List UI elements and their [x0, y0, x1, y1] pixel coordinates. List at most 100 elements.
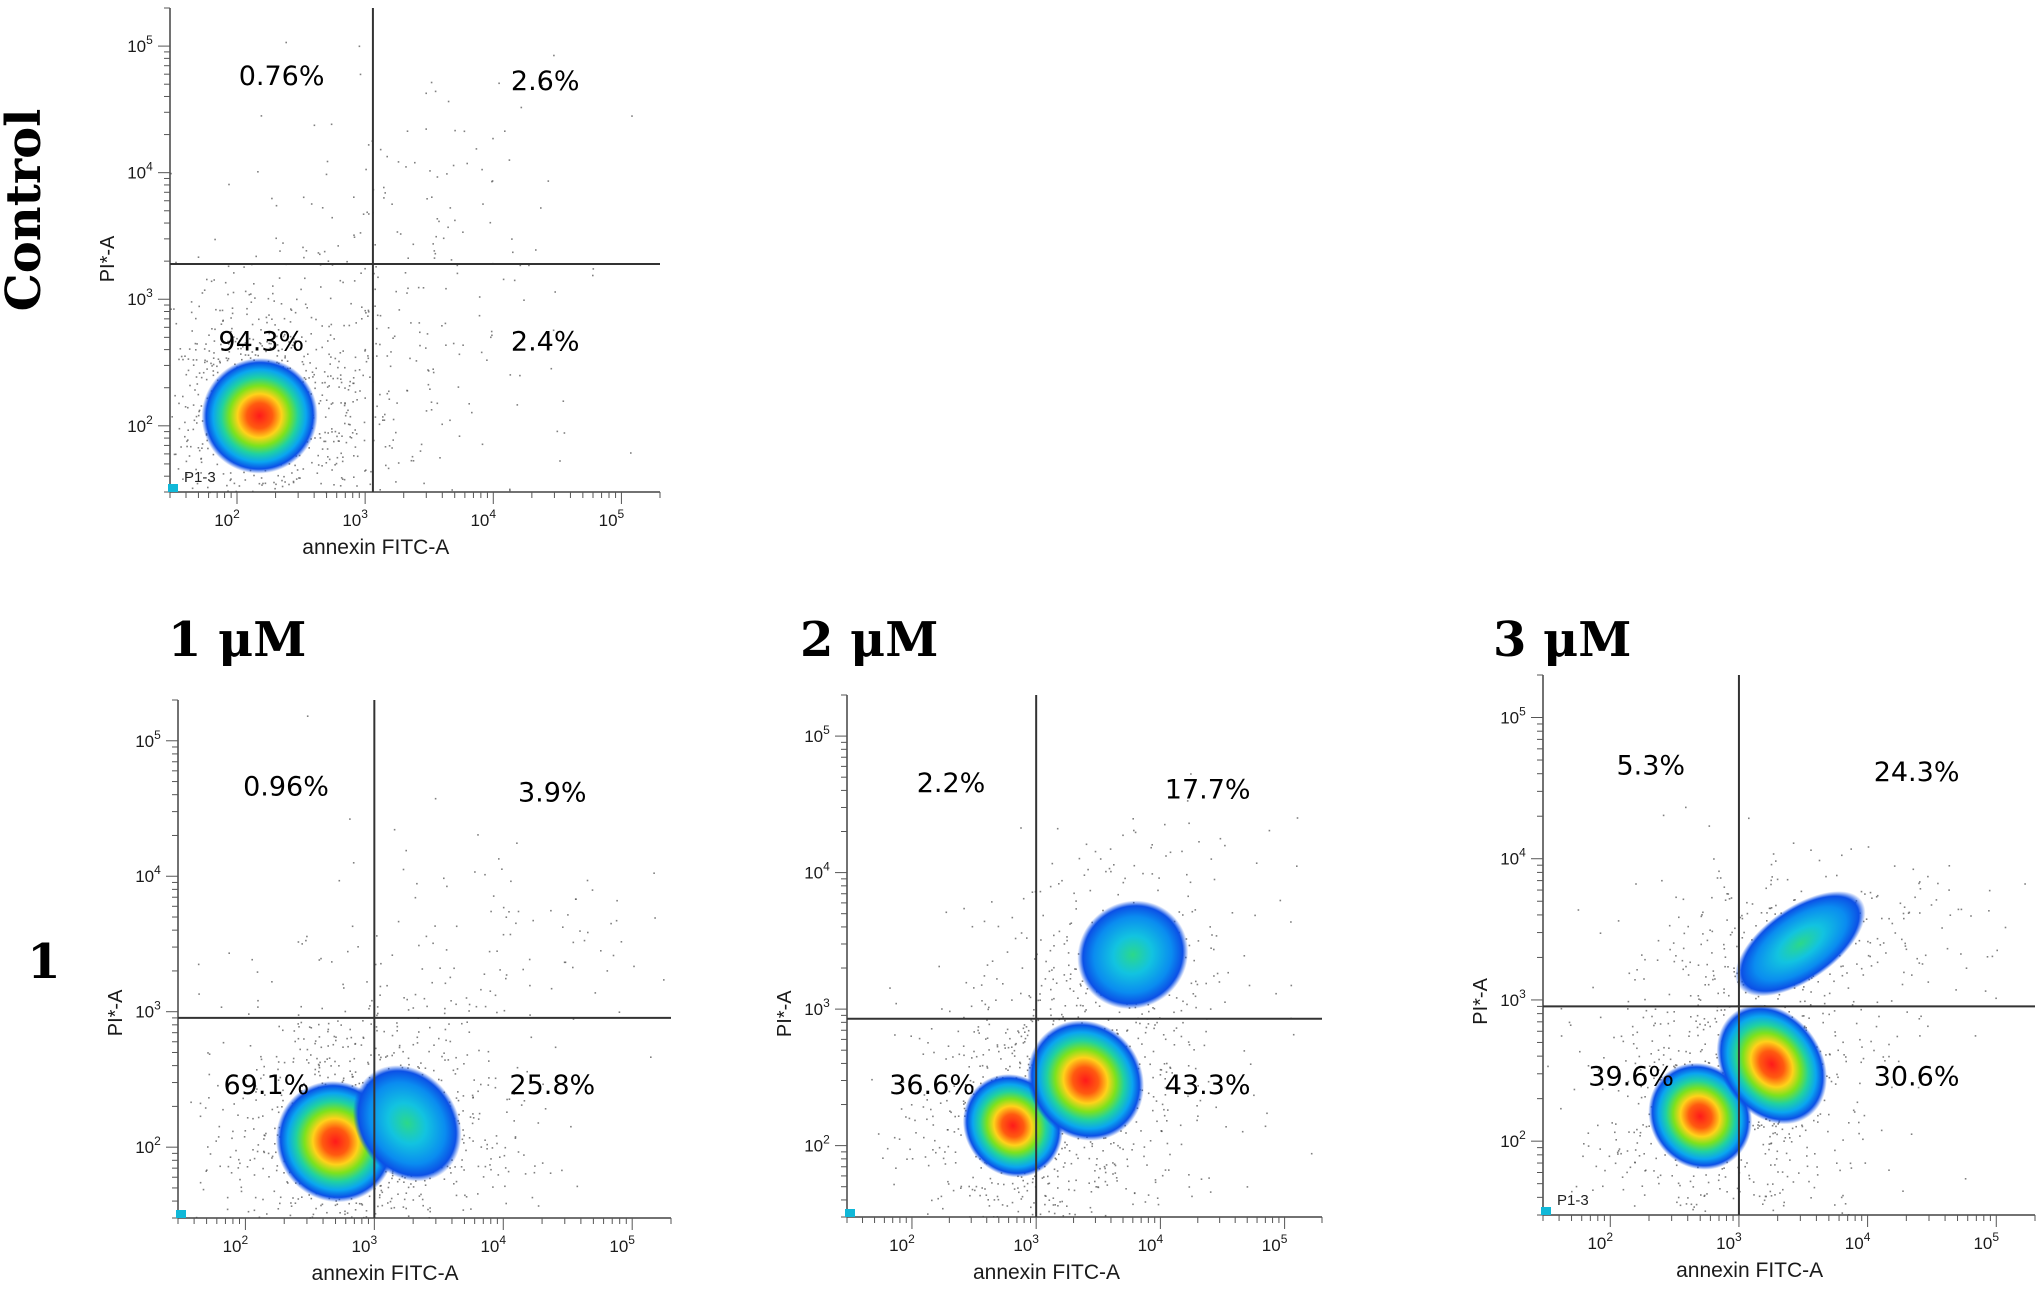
- event-dot: [1191, 910, 1194, 913]
- event-dot: [1207, 1080, 1210, 1083]
- event-dot: [988, 1006, 990, 1009]
- event-dot: [1816, 1166, 1818, 1168]
- event-dot: [1105, 1164, 1108, 1166]
- event-dot: [243, 266, 245, 268]
- event-dot: [253, 474, 255, 477]
- event-dot: [1248, 984, 1251, 987]
- event-dot: [1662, 1054, 1665, 1056]
- event-dot: [251, 958, 253, 961]
- event-dot: [461, 1159, 463, 1161]
- event-dot: [1991, 955, 1994, 958]
- event-dot: [292, 481, 295, 484]
- event-dot: [1094, 1180, 1096, 1183]
- event-dot: [1560, 1035, 1563, 1037]
- event-dot: [465, 997, 468, 999]
- event-dot: [1099, 858, 1102, 860]
- event-dot: [1190, 982, 1193, 985]
- event-dot: [1116, 1029, 1118, 1031]
- event-dot: [1910, 1133, 1913, 1135]
- event-dot: [392, 439, 394, 441]
- event-dot: [405, 1192, 408, 1194]
- event-dot: [1834, 1035, 1837, 1037]
- event-dot: [1741, 937, 1744, 939]
- event-dot: [1948, 889, 1950, 891]
- event-dot: [305, 369, 307, 372]
- event-dot: [391, 1034, 394, 1037]
- event-dot: [1023, 1041, 1026, 1043]
- event-dot: [412, 243, 415, 246]
- event-dot: [380, 1056, 382, 1059]
- event-dot: [352, 862, 355, 864]
- x-tick-label: 104: [480, 1233, 506, 1256]
- event-dot: [1058, 930, 1061, 933]
- event-dot: [263, 1065, 265, 1068]
- event-dot: [1132, 1203, 1134, 1206]
- event-dot: [268, 342, 270, 345]
- event-dot: [1781, 1128, 1784, 1131]
- event-dot: [393, 1052, 395, 1054]
- event-dot: [520, 1104, 523, 1106]
- event-dot: [290, 309, 293, 311]
- event-dot: [449, 419, 451, 422]
- event-dot: [315, 1207, 317, 1210]
- event-dot: [1667, 1022, 1670, 1025]
- event-dot: [498, 82, 500, 85]
- event-dot: [360, 272, 362, 274]
- event-dot: [1098, 1005, 1101, 1007]
- event-dot: [1069, 978, 1072, 980]
- event-dot: [318, 1023, 320, 1026]
- event-dot: [893, 1183, 895, 1186]
- event-dot: [350, 437, 353, 439]
- event-dot: [213, 352, 215, 354]
- event-dot: [1187, 1041, 1190, 1043]
- event-dot: [287, 1182, 289, 1184]
- event-dot: [266, 340, 268, 343]
- event-dot: [210, 362, 212, 365]
- event-dot: [1118, 1011, 1121, 1014]
- event-dot: [1143, 1146, 1146, 1148]
- event-dot: [215, 308, 217, 311]
- event-dot: [1878, 1015, 1880, 1018]
- event-dot: [1125, 1132, 1127, 1134]
- event-dot: [347, 1045, 349, 1048]
- event-dot: [321, 325, 323, 327]
- event-dot: [1224, 1001, 1226, 1003]
- event-dot: [184, 406, 187, 408]
- event-dot: [515, 922, 517, 925]
- event-dot: [310, 1054, 312, 1056]
- event-dot: [1957, 908, 1960, 911]
- event-dot: [1636, 1047, 1638, 1050]
- event-dot: [352, 377, 355, 379]
- event-dot: [1264, 1125, 1267, 1128]
- event-dot: [1819, 1113, 1822, 1115]
- event-dot: [269, 347, 272, 349]
- event-dot: [258, 482, 261, 485]
- event-dot: [1592, 986, 1594, 989]
- event-dot: [1034, 958, 1036, 960]
- y-tick-label: 103: [804, 996, 830, 1019]
- event-dot: [367, 311, 370, 313]
- event-dot: [429, 388, 431, 390]
- event-dot: [1709, 929, 1711, 931]
- corner-event-marker: [168, 484, 178, 492]
- event-dot: [1011, 916, 1014, 919]
- event-dot: [1948, 865, 1951, 867]
- event-dot: [1617, 1153, 1619, 1155]
- event-dot: [447, 226, 449, 229]
- event-dot: [281, 348, 283, 351]
- event-dot: [1066, 1144, 1068, 1146]
- event-dot: [230, 317, 232, 319]
- event-dot: [438, 220, 440, 223]
- event-dot: [1001, 1204, 1004, 1206]
- event-dot: [188, 455, 191, 457]
- event-dot: [1144, 1031, 1147, 1034]
- event-dot: [1210, 858, 1213, 860]
- event-dot: [1692, 1186, 1695, 1188]
- event-dot: [1182, 914, 1184, 916]
- event-dot: [930, 1028, 933, 1030]
- event-dot: [340, 1024, 342, 1026]
- concentration-label-2uM: 2 μM: [800, 612, 938, 668]
- event-dot: [489, 221, 492, 224]
- event-dot: [197, 393, 200, 396]
